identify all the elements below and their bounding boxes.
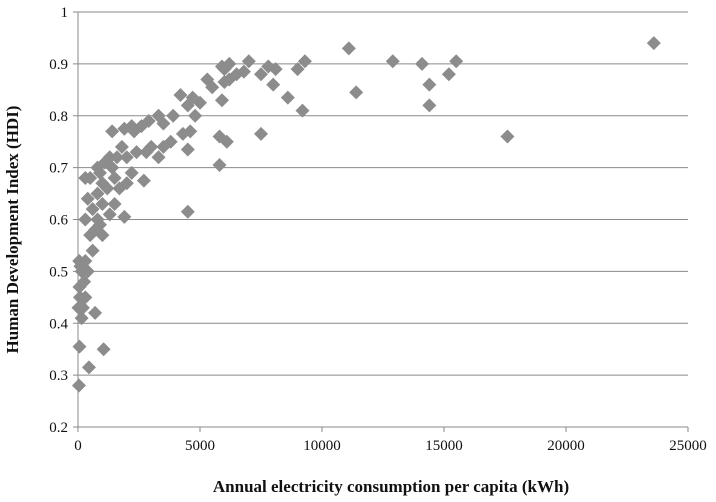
data-point bbox=[646, 36, 661, 51]
x-axis-title: Annual electricity consumption per capit… bbox=[213, 477, 569, 496]
axis-titles: Annual electricity consumption per capit… bbox=[3, 106, 569, 496]
data-point bbox=[85, 202, 100, 217]
data-point bbox=[96, 342, 111, 357]
data-point bbox=[212, 158, 227, 173]
y-tick-label: 0.5 bbox=[49, 264, 68, 280]
data-point bbox=[261, 59, 276, 74]
data-point bbox=[280, 90, 295, 105]
data-point bbox=[119, 176, 134, 191]
data-point bbox=[188, 108, 203, 123]
data-point bbox=[290, 62, 305, 77]
y-tick-label: 0.3 bbox=[49, 368, 68, 384]
data-point bbox=[214, 93, 229, 108]
data-point bbox=[78, 254, 93, 268]
x-tick-label: 10000 bbox=[303, 438, 341, 454]
data-point bbox=[117, 209, 132, 224]
data-point bbox=[341, 41, 356, 56]
data-point bbox=[74, 311, 89, 326]
data-points bbox=[71, 36, 661, 393]
data-point bbox=[441, 67, 456, 82]
y-tick-label: 0.8 bbox=[49, 109, 68, 125]
data-point bbox=[102, 207, 117, 222]
y-tick-label: 0.4 bbox=[49, 316, 68, 332]
data-point bbox=[81, 360, 96, 375]
y-tick-label: 0.9 bbox=[49, 57, 68, 73]
data-point bbox=[236, 64, 251, 79]
tick-labels: 0.2 0.3 0.4 0.5 0.6 0.7 0.8 0.9 1 0 5000 10000 15000… bbox=[49, 5, 707, 454]
data-point bbox=[222, 56, 237, 71]
data-point bbox=[500, 129, 515, 144]
data-point bbox=[212, 129, 227, 144]
data-point bbox=[102, 150, 117, 165]
data-point bbox=[85, 243, 100, 258]
data-point bbox=[77, 274, 92, 289]
data-point bbox=[449, 54, 464, 69]
data-point bbox=[114, 139, 129, 154]
data-point bbox=[90, 186, 105, 201]
x-tick-label: 0 bbox=[74, 438, 82, 454]
data-point bbox=[136, 173, 151, 188]
data-point bbox=[295, 103, 310, 118]
data-point bbox=[183, 124, 198, 139]
gridlines bbox=[78, 11, 688, 376]
x-tick-label: 20000 bbox=[547, 438, 585, 454]
data-point bbox=[422, 77, 437, 92]
data-point bbox=[119, 150, 134, 165]
data-point bbox=[78, 212, 93, 227]
data-point bbox=[254, 67, 268, 82]
data-point bbox=[110, 150, 125, 165]
data-point bbox=[163, 134, 178, 149]
data-point bbox=[88, 305, 103, 320]
data-point bbox=[129, 145, 144, 160]
data-point bbox=[141, 113, 156, 128]
y-tick-label: 0.6 bbox=[49, 213, 68, 229]
data-point bbox=[415, 56, 430, 71]
data-point bbox=[180, 204, 195, 219]
data-point bbox=[90, 212, 105, 227]
data-point bbox=[95, 196, 110, 211]
data-point bbox=[124, 119, 139, 134]
data-point bbox=[151, 150, 166, 165]
data-point bbox=[78, 290, 93, 305]
data-point bbox=[266, 77, 281, 92]
x-tick-label: 15000 bbox=[425, 438, 463, 454]
y-tick-label: 0.7 bbox=[49, 161, 68, 177]
axes bbox=[73, 11, 689, 432]
data-point bbox=[71, 378, 86, 393]
y-tick-label: 1 bbox=[61, 5, 69, 21]
data-point bbox=[180, 142, 195, 157]
data-point bbox=[124, 165, 139, 180]
x-tick-label: 25000 bbox=[669, 438, 707, 454]
data-point bbox=[297, 54, 312, 69]
data-point bbox=[75, 300, 90, 315]
data-point bbox=[78, 171, 93, 185]
data-point bbox=[144, 139, 159, 154]
data-point bbox=[95, 176, 110, 191]
data-point bbox=[107, 196, 122, 211]
data-point bbox=[107, 171, 122, 185]
data-point bbox=[185, 90, 200, 105]
y-tick-label: 0.2 bbox=[49, 420, 68, 436]
data-point bbox=[173, 88, 188, 102]
data-point bbox=[422, 98, 437, 113]
data-point bbox=[385, 54, 400, 69]
data-point bbox=[166, 108, 181, 123]
data-point bbox=[151, 108, 166, 123]
data-point bbox=[241, 54, 256, 69]
x-tick-label: 5000 bbox=[185, 438, 215, 454]
data-point bbox=[105, 124, 120, 139]
data-point bbox=[80, 191, 95, 206]
y-axis-title: Human Development Index (HDI) bbox=[3, 106, 22, 354]
data-point bbox=[72, 339, 87, 354]
data-point bbox=[200, 72, 215, 87]
data-point bbox=[349, 85, 364, 100]
data-point bbox=[254, 126, 268, 141]
